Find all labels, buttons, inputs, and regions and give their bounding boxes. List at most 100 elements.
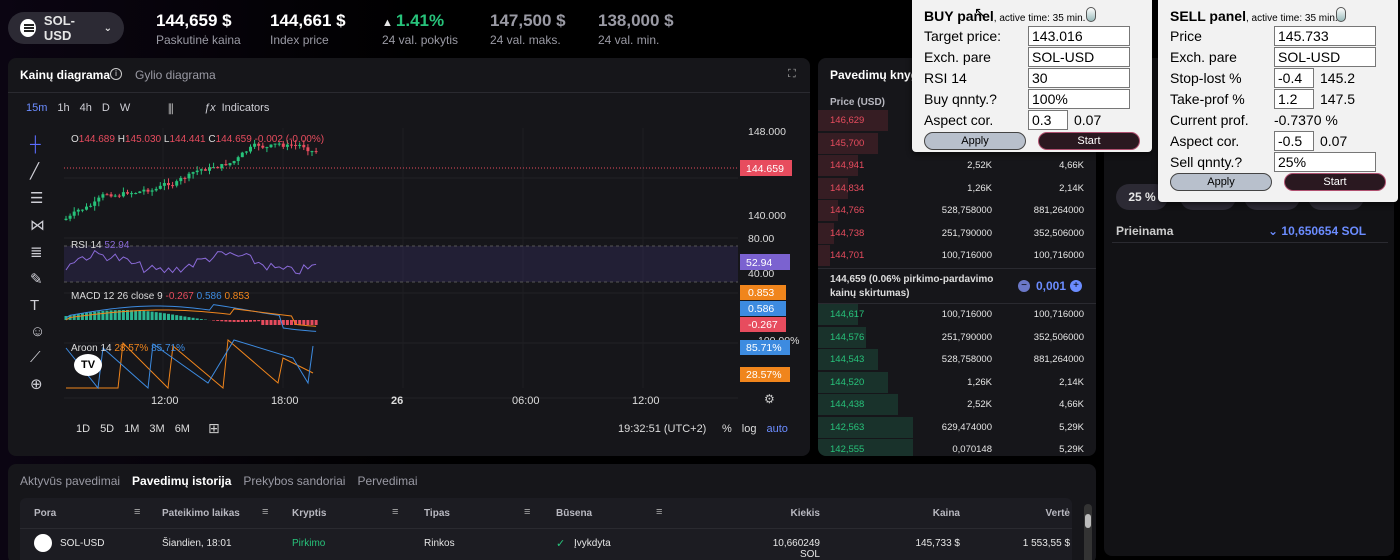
horizontal-lines-icon[interactable]: ☰ (30, 190, 44, 207)
field-input[interactable]: SOL-USD (1028, 47, 1130, 67)
aroon-label: Aroon 14 (71, 343, 112, 354)
emoji-icon[interactable]: ☺ (30, 323, 46, 340)
orders-tab-3[interactable]: Pervedimai (357, 474, 418, 488)
orders-tab-0[interactable]: Aktyvūs pavedimai (20, 474, 121, 488)
macd-bar (142, 310, 146, 320)
calendar-icon[interactable]: ⊞ (208, 420, 220, 436)
orderbook-row[interactable]: 142,555 0,070148 5,29K (818, 439, 1096, 456)
pattern-icon[interactable]: ⋈ (30, 217, 45, 234)
orderbook-row[interactable]: 144,617 100,716000 100,716000 (818, 304, 1096, 325)
range-5D[interactable]: 5D (100, 423, 115, 435)
col-header[interactable]: Būsena (556, 508, 593, 519)
range-3M[interactable]: 3M (149, 423, 165, 435)
scale-2[interactable]: auto (766, 423, 788, 435)
toggle-icon[interactable] (1086, 7, 1096, 22)
interval-4h[interactable]: 4h (79, 102, 92, 114)
field-input[interactable]: 100% (1028, 89, 1130, 109)
settings-gear-icon[interactable]: ⚙ (764, 392, 775, 406)
sell-apply-button[interactable]: Apply (1170, 173, 1272, 191)
time-axis-label: 18:00 (271, 395, 299, 407)
crosshair-icon[interactable]: ┼ (30, 136, 41, 153)
brush-icon[interactable]: ✎ (30, 271, 43, 288)
chart-canvas[interactable]: 148.000144.659140.00080.0052.9440.000.85… (8, 58, 810, 456)
candle-body (203, 169, 207, 171)
buy-apply-button[interactable]: Apply (924, 132, 1026, 150)
info-icon[interactable]: i (110, 68, 122, 80)
orders-table: Pora ≡ Pateikimo laikas ≡ Kryptis ≡ Tipas ≡ Būse… (20, 498, 1072, 560)
ruler-icon[interactable]: ⟋ (30, 349, 41, 366)
candle-body (121, 192, 125, 197)
col-header[interactable]: Kaina (932, 508, 960, 519)
tab-depth-chart[interactable]: Gylio diagrama (135, 68, 216, 82)
tab-price-chart[interactable]: Kainų diagrama (20, 68, 111, 82)
orderbook-row[interactable]: 145,700 (818, 132, 1096, 154)
scale-0[interactable]: % (722, 423, 732, 435)
minus-icon[interactable]: − (1018, 280, 1030, 292)
range-6M[interactable]: 6M (174, 423, 190, 435)
filter-icon[interactable]: ≡ (524, 506, 531, 518)
stat-value: 144,659 $ (156, 11, 232, 30)
buy-start-button[interactable]: Start (1038, 132, 1140, 150)
trend-line-icon[interactable]: ╱ (30, 163, 40, 180)
filter-icon[interactable]: ≡ (262, 506, 269, 518)
orderbook-row[interactable]: 142,563 629,474000 5,29K (818, 416, 1096, 438)
filter-icon[interactable]: ≡ (134, 506, 141, 518)
scrollbar[interactable] (1084, 504, 1092, 560)
indicators-button[interactable]: ƒx Indicators (204, 102, 269, 114)
range-1D[interactable]: 1D (76, 423, 91, 435)
col-header[interactable]: Vertė (1045, 508, 1070, 519)
field-input[interactable]: SOL-USD (1274, 47, 1376, 67)
macd-signal-value: 0.853 (224, 291, 250, 302)
pair-selector[interactable]: SOL-USD ⌄ (8, 12, 124, 44)
macd-bar (183, 316, 187, 320)
macd-label: MACD 12 26 close 9 (71, 291, 163, 302)
candle-type-icon[interactable]: ⫼ (168, 102, 174, 116)
zoom-icon[interactable]: ⊕ (30, 376, 43, 393)
orderbook-row[interactable]: 144,738 251,790000 352,506000 (818, 222, 1096, 244)
filter-icon[interactable]: ≡ (392, 506, 399, 518)
interval-D[interactable]: D (101, 102, 110, 114)
range-1M[interactable]: 1M (124, 423, 140, 435)
field-input[interactable]: -0.4 (1274, 68, 1314, 88)
orderbook-row[interactable]: 146,629 (818, 110, 1096, 131)
text-tool-icon[interactable]: T (30, 297, 40, 314)
fib-icon[interactable]: ≣ (30, 244, 43, 261)
scale-1[interactable]: log (741, 423, 757, 435)
orderbook-row[interactable]: 144,438 2,52K 4,66K (818, 394, 1096, 415)
orders-tab-2[interactable]: Prekybos sandoriai (243, 474, 346, 488)
field-input[interactable]: 145.733 (1274, 26, 1376, 46)
field-input[interactable]: 1.2 (1274, 89, 1314, 109)
filter-icon[interactable]: ≡ (656, 506, 663, 518)
candle-body (175, 181, 179, 186)
interval-1h[interactable]: 1h (57, 102, 70, 114)
orders-tab-1[interactable]: Pavedimų istorija (132, 474, 232, 488)
orderbook-row[interactable]: 144,834 1,26K 2,14K (818, 177, 1096, 199)
cell-status: Įvykdyta (574, 538, 611, 549)
toggle-icon[interactable] (1336, 7, 1346, 22)
orderbook-row[interactable]: 144,701 100,716000 100,716000 (818, 245, 1096, 266)
stat-label: Index price (270, 33, 329, 47)
field-input[interactable]: 25% (1274, 152, 1376, 172)
orderbook-row[interactable]: 144,543 528,758000 881,264000 (818, 349, 1096, 370)
col-header[interactable]: Kiekis (790, 508, 820, 519)
sell-start-button[interactable]: Start (1284, 173, 1386, 191)
field-input[interactable]: 143.016 (1028, 26, 1130, 46)
interval-W[interactable]: W (119, 102, 131, 114)
field-input[interactable]: 30 (1028, 68, 1130, 88)
orderbook-row[interactable]: 144,576 251,790000 352,506000 (818, 326, 1096, 348)
orderbook-row[interactable]: 144,941 2,52K 4,66K (818, 155, 1096, 176)
field-label: Stop-lost % (1170, 69, 1242, 86)
interval-15m[interactable]: 15m (26, 102, 48, 114)
orderbook-row[interactable]: 144,766 528,758000 881,264000 (818, 200, 1096, 221)
chart-panel: Kainų diagrama i Gylio diagrama ⛶ 15m 1h 4… (8, 58, 810, 456)
col-header[interactable]: Tipas (424, 508, 450, 519)
field-input[interactable]: 0.3 (1028, 110, 1068, 130)
col-header[interactable]: Kryptis (292, 508, 327, 519)
col-header[interactable]: Pateikimo laikas (162, 508, 240, 519)
fullscreen-icon[interactable]: ⛶ (788, 68, 796, 80)
macd-line (65, 304, 317, 332)
field-input[interactable]: -0.5 (1274, 131, 1314, 151)
col-header[interactable]: Pora (34, 508, 57, 519)
plus-icon[interactable]: + (1070, 280, 1082, 292)
orderbook-row[interactable]: 144,520 1,26K 2,14K (818, 371, 1096, 393)
